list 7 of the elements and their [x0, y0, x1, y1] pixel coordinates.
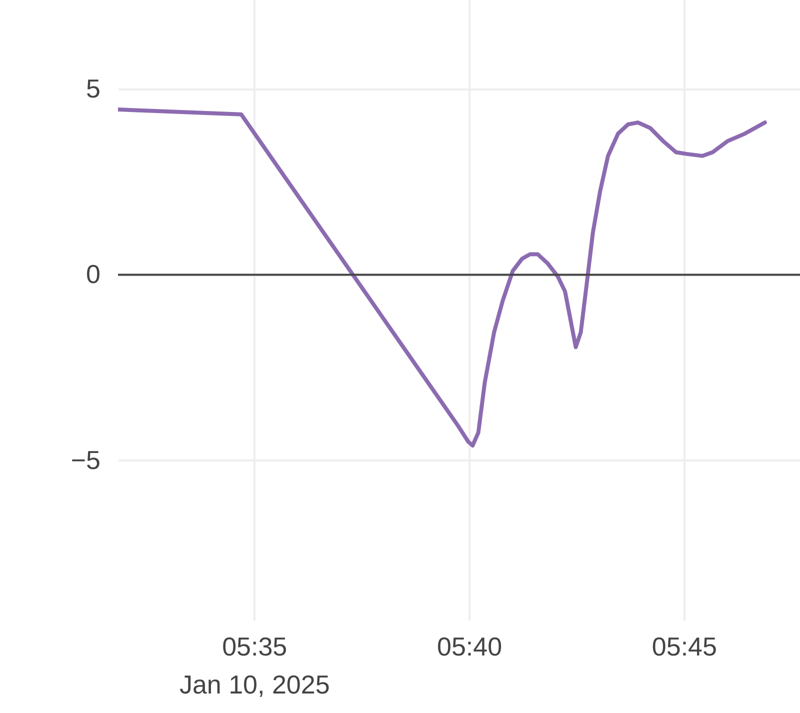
x-tick-label: 05:40 [436, 632, 502, 662]
y-tick-label: −5 [70, 444, 100, 475]
line-series [118, 108, 767, 448]
y-tick-label: 5 [86, 74, 100, 104]
x-tick-label: 05:45 [652, 632, 717, 662]
x-tick-label: 05:35 Jan 10, 2025 [179, 632, 330, 700]
y-tick-label: 0 [86, 259, 100, 290]
